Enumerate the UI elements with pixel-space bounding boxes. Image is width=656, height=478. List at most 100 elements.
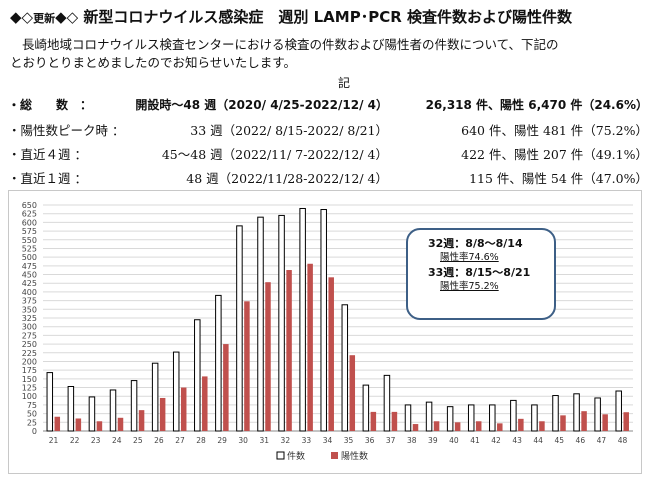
bar-positive: [454, 422, 461, 431]
bar-tests: [109, 389, 117, 432]
summary-row-last4: ・直近４週 ： 45～48 週（2022/11/ 7-2022/12/ 4） 4…: [8, 144, 648, 168]
x-tick-label: 26: [154, 436, 164, 445]
bar-tests: [510, 399, 517, 432]
y-tick-label: 100: [22, 392, 37, 401]
bar-positive: [370, 411, 377, 431]
x-tick-label: 31: [259, 436, 269, 445]
callout-rate-33: 陽性率75.2%: [440, 281, 499, 292]
x-tick-label: 38: [407, 436, 417, 445]
x-tick-label: 29: [217, 436, 227, 445]
y-tick-label: 250: [22, 340, 37, 349]
bar-positive: [475, 421, 482, 431]
bar-tests: [446, 406, 454, 432]
bar-tests: [299, 207, 306, 432]
y-tick-label: 450: [22, 271, 37, 280]
y-tick-label: 175: [22, 366, 37, 375]
y-tick-label: 375: [22, 297, 37, 306]
bar-positive: [75, 418, 82, 431]
summary-period: 45～48 週（2022/11/ 7-2022/12/ 4）: [161, 147, 388, 162]
y-tick-label: 275: [22, 331, 37, 340]
title-marker-2: ◆◇: [55, 8, 79, 26]
bar-tests: [573, 393, 580, 432]
y-tick-label: 400: [22, 288, 37, 297]
legend-label-tests: 件数: [287, 450, 305, 462]
y-tick-label: 75: [27, 401, 37, 410]
bar-positive: [96, 421, 103, 431]
x-tick-label: 33: [302, 436, 312, 445]
summary-value: 640 件、陽性 481 件（75.2%）: [461, 123, 648, 138]
bar-tests: [404, 404, 412, 432]
bar-tests: [194, 319, 201, 432]
bar-positive: [286, 270, 292, 431]
summary-label: ・陽性数ピーク時 ：: [8, 123, 125, 138]
y-tick-label: 575: [22, 227, 37, 236]
bar-positive: [412, 424, 419, 431]
x-tick-label: 41: [470, 436, 480, 445]
summary-list: ・総 数 ： 開設時～48 週（2020/ 4/25-2022/12/ 4） 2…: [8, 96, 648, 192]
x-tick-label: 42: [491, 436, 501, 445]
ki-mark: 記: [338, 76, 351, 90]
x-tick-label: 30: [238, 436, 248, 445]
y-tick-label: 25: [27, 418, 37, 427]
bar-tests: [151, 362, 159, 432]
bar-tests: [88, 396, 96, 432]
bar-tests: [531, 404, 538, 432]
y-tick-label: 475: [22, 262, 37, 271]
summary-label: ・直近４週 ：: [8, 147, 87, 162]
x-tick-label: 32: [281, 436, 291, 445]
x-tick-label: 46: [576, 436, 586, 445]
callout-week-33: 33週：8/15～8/21: [428, 266, 531, 279]
bar-positive: [180, 387, 187, 431]
x-tick-label: 28: [196, 436, 206, 445]
bar-tests: [383, 374, 391, 432]
bar-positive: [560, 415, 566, 431]
y-tick-label: 0: [32, 427, 37, 436]
y-tick-label: 50: [27, 410, 37, 419]
y-tick-label: 600: [22, 218, 37, 227]
bar-tests: [130, 380, 138, 432]
y-tick-label: 525: [22, 244, 37, 253]
x-tick-label: 35: [344, 436, 354, 445]
callout-week-32: 32週：8/8～8/14: [428, 237, 523, 250]
peak-callout: 32週：8/8～8/14 陽性率74.6% 33週：8/15～8/21 陽性率7…: [406, 228, 556, 320]
x-tick-label: 39: [428, 436, 438, 445]
bar-tests: [236, 225, 243, 432]
y-tick-label: 225: [22, 349, 37, 358]
bar-tests: [489, 404, 496, 432]
bar-tests: [320, 209, 327, 432]
summary-value: 115 件、陽性 54 件（47.0%）: [469, 171, 648, 186]
bar-positive: [328, 277, 334, 431]
bar-positive: [391, 411, 398, 431]
x-tick-label: 24: [112, 436, 122, 445]
y-tick-label: 650: [22, 201, 37, 210]
bar-positive: [518, 418, 524, 431]
bar-tests: [67, 385, 75, 432]
y-tick-label: 125: [22, 384, 37, 393]
title-text: 新型コロナウイルス感染症 週別 LAMP･PCR 検査件数および陽性件数: [83, 8, 572, 26]
bar-positive: [223, 344, 229, 431]
x-tick-label: 22: [70, 436, 80, 445]
weekly-bar-chart: 0255075100125150175200225250275300325350…: [22, 201, 633, 462]
summary-row-total: ・総 数 ： 開設時～48 週（2020/ 4/25-2022/12/ 4） 2…: [8, 96, 648, 120]
y-tick-label: 625: [22, 210, 37, 219]
bar-positive: [202, 376, 208, 431]
bar-tests: [172, 351, 180, 432]
summary-period: 33 週（2022/ 8/15-2022/ 8/21）: [190, 123, 388, 138]
bar-tests: [46, 372, 54, 432]
summary-row-last1: ・直近１週 ： 48 週（2022/11/28-2022/12/ 4） 115 …: [8, 168, 648, 192]
x-tick-label: 21: [49, 436, 59, 445]
bar-positive: [244, 301, 250, 431]
bar-positive: [307, 263, 313, 431]
y-tick-label: 300: [22, 323, 37, 332]
bar-tests: [215, 294, 222, 432]
summary-label: ・総 数 ：: [8, 98, 93, 112]
x-tick-label: 40: [449, 436, 459, 445]
summary-value: 26,318 件、陽性 6,470 件（24.6%）: [425, 98, 648, 112]
bar-positive: [159, 397, 166, 431]
y-tick-label: 150: [22, 375, 37, 384]
bar-positive: [265, 282, 271, 431]
x-tick-label: 23: [91, 436, 101, 445]
bar-tests: [257, 216, 264, 432]
intro-paragraph: 長崎地域コロナウイルス検査センターにおける検査の件数および陽性者の件数について、…: [10, 36, 650, 72]
title-marker: ◆◇: [10, 8, 34, 26]
